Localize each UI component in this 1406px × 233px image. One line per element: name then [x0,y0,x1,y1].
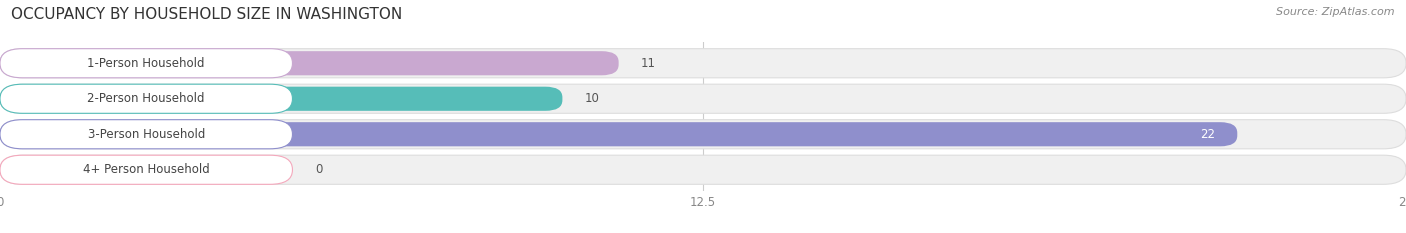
Text: 1-Person Household: 1-Person Household [87,57,205,70]
FancyBboxPatch shape [0,51,619,75]
FancyBboxPatch shape [0,49,1406,78]
FancyBboxPatch shape [0,84,1406,113]
Text: 0: 0 [315,163,322,176]
FancyBboxPatch shape [0,49,292,78]
FancyBboxPatch shape [0,120,292,149]
Text: OCCUPANCY BY HOUSEHOLD SIZE IN WASHINGTON: OCCUPANCY BY HOUSEHOLD SIZE IN WASHINGTO… [11,7,402,22]
Text: 11: 11 [641,57,657,70]
Text: 22: 22 [1199,128,1215,141]
Text: 4+ Person Household: 4+ Person Household [83,163,209,176]
Text: Source: ZipAtlas.com: Source: ZipAtlas.com [1277,7,1395,17]
FancyBboxPatch shape [0,84,292,113]
FancyBboxPatch shape [0,155,1406,184]
FancyBboxPatch shape [0,120,1406,149]
FancyBboxPatch shape [0,87,562,111]
FancyBboxPatch shape [0,155,292,184]
Text: 2-Person Household: 2-Person Household [87,92,205,105]
FancyBboxPatch shape [0,122,1237,146]
Text: 10: 10 [585,92,600,105]
Text: 3-Person Household: 3-Person Household [87,128,205,141]
